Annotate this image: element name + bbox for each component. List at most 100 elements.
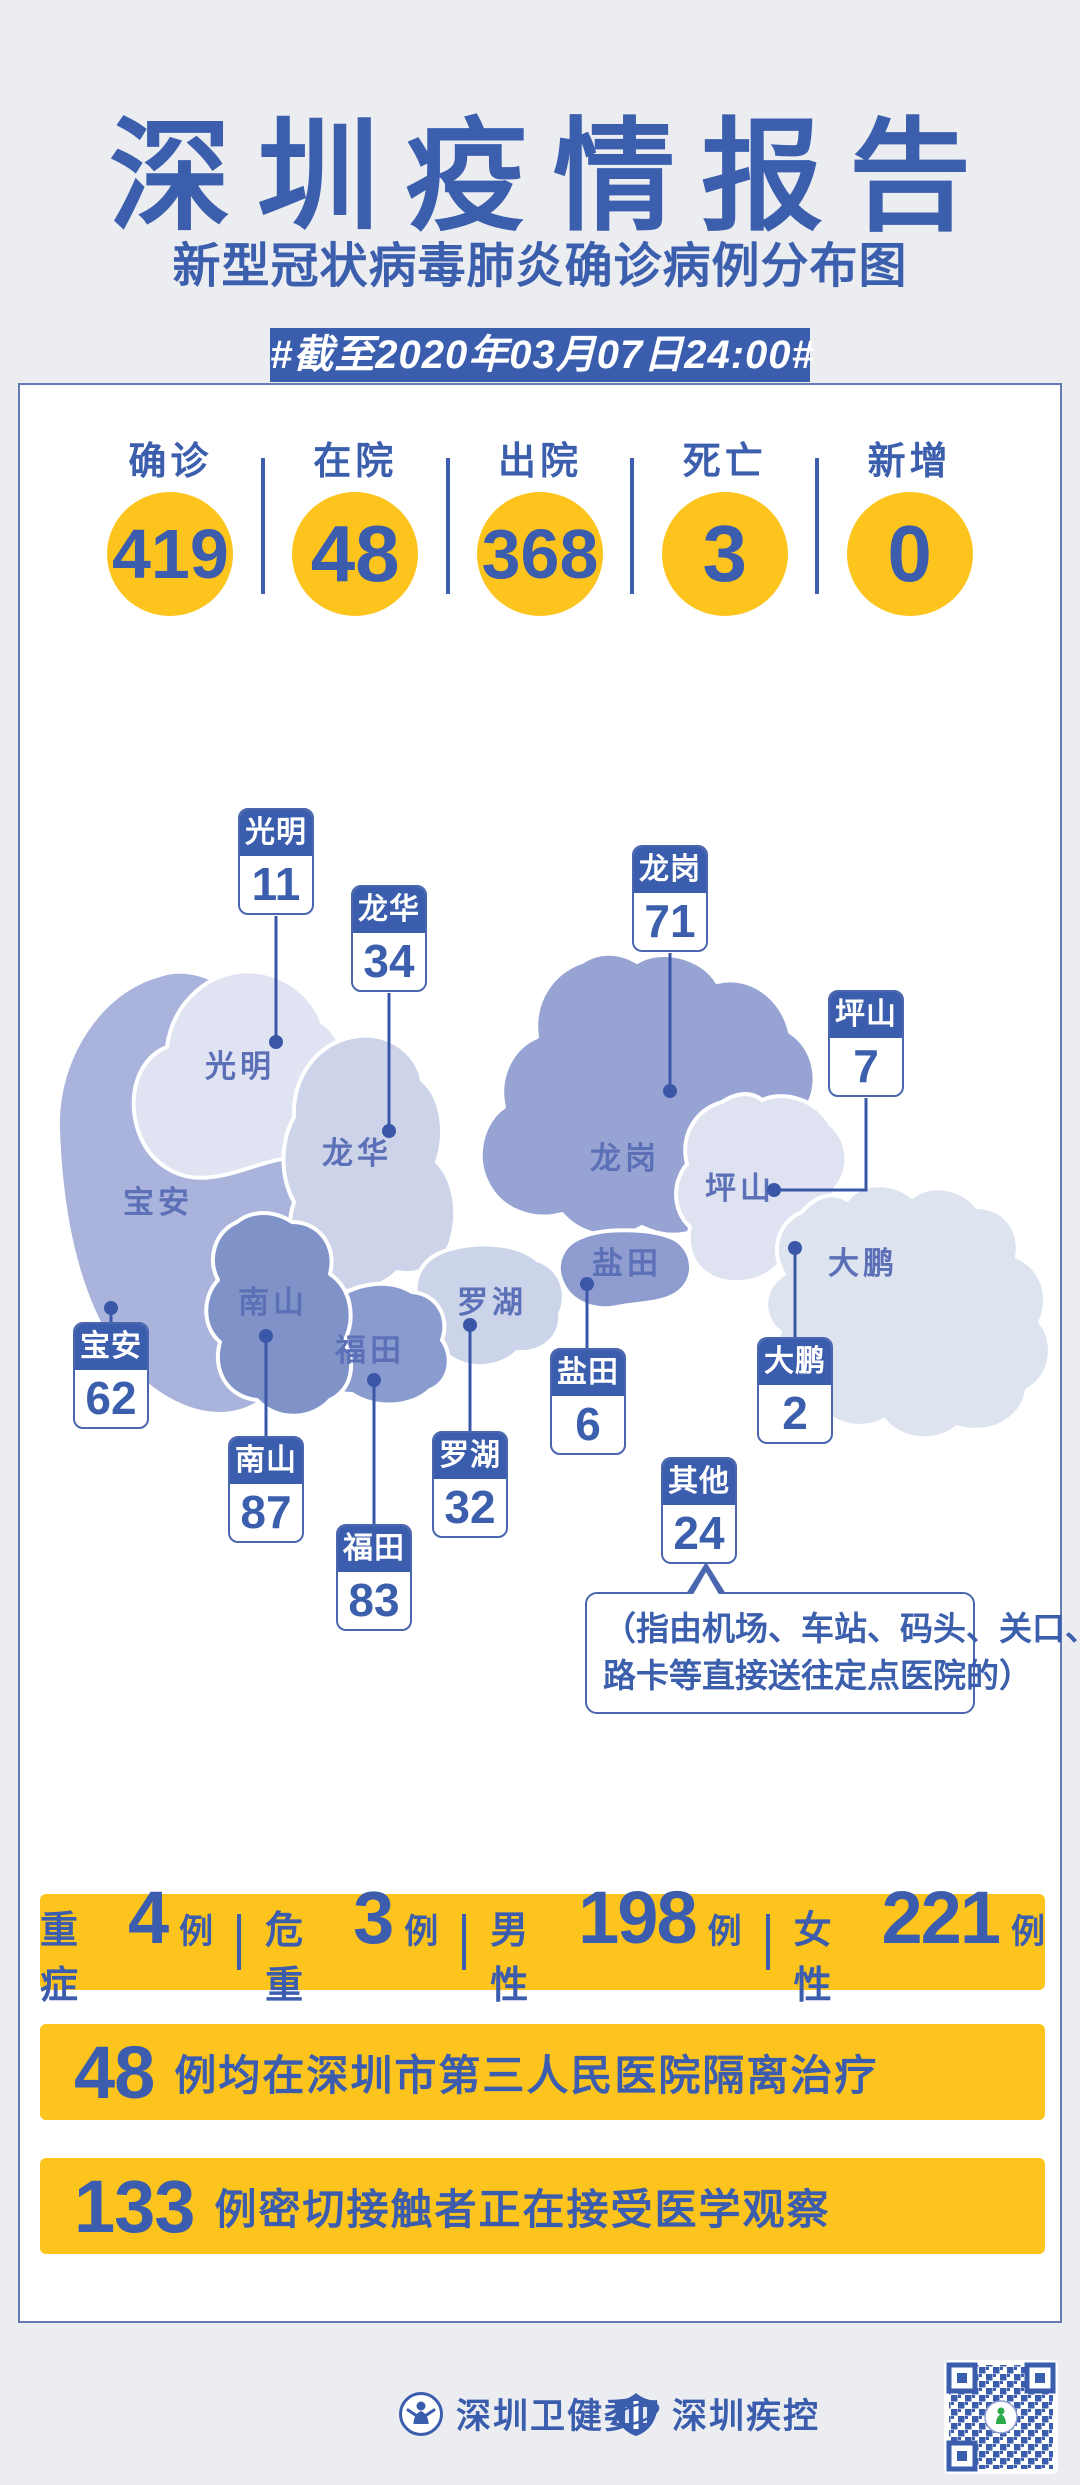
note-line-2: 路卡等直接送往定点医院的） [603, 1656, 1032, 1694]
map-label-guangming: 光明 [205, 1049, 275, 1084]
district-sign-cases: 83 [348, 1574, 400, 1626]
footer-org-health-commission: 深圳卫健委 [398, 2388, 641, 2439]
map-label-baoan: 宝安 [123, 1185, 193, 1220]
stat-discharged: 出院 368 [450, 440, 631, 640]
stat-label: 确诊 [128, 441, 213, 483]
stat-value-circle: 368 [476, 492, 603, 616]
stat-value-circle: 0 [846, 492, 973, 616]
district-shape-dapeng [764, 1183, 1052, 1441]
shenzhen-district-map: 光明 宝安 龙华 龙岗 坪山 盐田 罗湖 大鹏 南山 福田 [55, 916, 1052, 1524]
district-sign-futian: 福田 83 [336, 1524, 412, 1631]
cdc-logo-icon [612, 2392, 660, 2436]
page-title: 深圳疫情报告 [109, 109, 997, 245]
stat-label: 死亡 [682, 441, 767, 483]
hospital-text: 例均在深圳市第三人民医院隔离治疗 [174, 2051, 879, 2099]
district-sign-cases: 6 [575, 1398, 601, 1450]
stat-label: 在院 [313, 441, 398, 483]
district-sign-dapeng: 大鹏 2 [757, 1337, 833, 1444]
stat-new: 新增 0 [819, 440, 1000, 640]
district-sign-cases: 11 [251, 858, 301, 910]
map-label-pingshan: 坪山 [705, 1171, 775, 1206]
male-value: 198 [578, 1876, 697, 1959]
severity-stats-bar: 重症 4 例 危重 3 例 男性 198 例 女性 221 例 [40, 1876, 1045, 2007]
map-label-yantian: 盐田 [592, 1246, 662, 1281]
district-sign-other: 其他 24 [661, 1457, 737, 1564]
footer-org2-label: 深圳疾控 [672, 2397, 821, 2436]
district-sign-yantian: 盐田 6 [550, 1348, 626, 1455]
district-sign-name: 宝安 [75, 1324, 147, 1370]
district-sign-name: 南山 [230, 1438, 302, 1484]
map-label-longgang: 龙岗 [590, 1141, 660, 1176]
stat-confirmed: 确诊 419 [80, 440, 261, 640]
district-sign-pingshan: 坪山 7 [828, 990, 904, 1097]
district-shape-longhua [281, 1033, 458, 1293]
map-label-longhua: 龙华 [322, 1136, 392, 1171]
map-label-dapeng: 大鹏 [828, 1246, 898, 1281]
district-sign-nanshan: 南山 87 [228, 1436, 304, 1543]
stat-label: 出院 [497, 441, 582, 483]
district-sign-cases: 24 [673, 1507, 725, 1559]
map-label-nanshan: 南山 [238, 1285, 308, 1320]
district-sign-cases: 62 [85, 1372, 137, 1424]
district-sign-name: 光明 [240, 810, 312, 856]
sign-connectors [104, 916, 868, 1524]
stat-divider [260, 458, 265, 594]
stat-deaths: 死亡 3 [634, 440, 815, 640]
district-sign-name: 大鹏 [759, 1339, 831, 1385]
note-line-1: （指由机场、车站、码头、关口、 [603, 1610, 1080, 1647]
stats-row: 确诊 419 在院 48 出院 368 死亡 3 新增 0 [22, 440, 1058, 640]
severe-value: 4 [127, 1876, 169, 1959]
district-sign-cases: 71 [644, 895, 696, 947]
district-sign-baoan: 宝安 62 [73, 1322, 149, 1429]
other-cases-note: （指由机场、车站、码头、关口、 路卡等直接送往定点医院的） [585, 1592, 1080, 1714]
district-shape-nanshan [204, 1211, 354, 1418]
hospital-count: 48 [74, 2030, 155, 2114]
stat-divider [445, 458, 450, 594]
female-unit: 例 [1011, 1913, 1045, 1951]
district-sign-name: 坪山 [830, 992, 902, 1038]
severe-label: 重症 [40, 1910, 79, 2007]
district-sign-cases: 87 [240, 1486, 292, 1538]
female-value: 221 [881, 1876, 1001, 1959]
stat-male: 男性 198 例 [490, 1875, 741, 2009]
district-sign-guangming: 光明 11 [238, 808, 314, 915]
district-sign-name: 其他 [663, 1459, 735, 1505]
observation-text: 例密切接触者正在接受医学观察 [214, 2185, 831, 2233]
district-sign-longgang: 龙岗 71 [632, 845, 708, 952]
district-sign-name: 盐田 [552, 1350, 624, 1396]
bar-divider [765, 1914, 770, 1970]
stat-value-circle: 3 [661, 492, 788, 616]
map-label-futian: 福田 [334, 1333, 405, 1368]
stat-divider [630, 458, 635, 594]
stat-value-circle: 419 [107, 492, 234, 616]
critical-unit: 例 [404, 1913, 439, 1951]
district-sign-cases: 32 [444, 1481, 496, 1533]
health-commission-logo-icon [399, 2391, 443, 2436]
district-sign-name: 龙岗 [634, 847, 706, 893]
map-label-luohu: 罗湖 [457, 1285, 527, 1320]
district-sign-cases: 7 [853, 1040, 879, 1092]
qr-code [944, 2360, 1058, 2474]
male-label: 男性 [490, 1910, 529, 2007]
footer-org-cdc: 深圳疾控 [612, 2388, 820, 2439]
male-unit: 例 [707, 1913, 742, 1951]
hospital-treatment-bar: 48 例均在深圳市第三人民医院隔离治疗 [40, 2024, 1045, 2120]
stat-value-circle: 48 [292, 492, 419, 616]
female-label: 女性 [793, 1910, 832, 2007]
page-subtitle: 新型冠状病毒肺炎确诊病例分布图 [172, 240, 908, 293]
critical-value: 3 [353, 1876, 394, 1959]
stat-in-hospital: 在院 48 [265, 440, 446, 640]
critical-label: 危重 [265, 1910, 304, 2007]
observation-count: 133 [74, 2164, 195, 2248]
district-sign-name: 福田 [338, 1526, 410, 1572]
stat-divider [815, 458, 820, 594]
medical-observation-bar: 133 例密切接触者正在接受医学观察 [40, 2158, 1045, 2254]
stat-female: 女性 221 例 [794, 1875, 1045, 2009]
footer-org1-label: 深圳卫健委 [456, 2397, 642, 2436]
stat-severe: 重症 4 例 [40, 1875, 213, 2009]
stat-critical: 危重 3 例 [265, 1875, 438, 2009]
district-sign-name: 龙华 [353, 887, 425, 933]
district-sign-name: 罗湖 [434, 1433, 506, 1479]
district-sign-cases: 2 [782, 1387, 808, 1439]
district-sign-luohu: 罗湖 32 [432, 1431, 508, 1538]
